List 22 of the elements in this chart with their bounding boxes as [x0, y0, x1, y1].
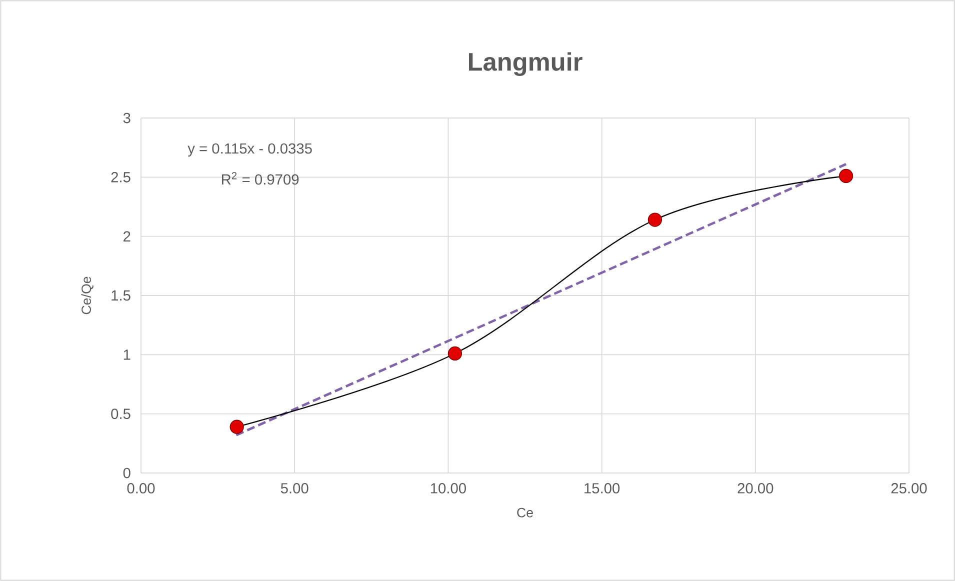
y-tick-label: 0 — [123, 468, 130, 478]
y-tick-label: 1.5 — [112, 290, 130, 301]
annotation: y = 0.115x - 0.0335 — [188, 143, 312, 157]
chart-title: Langmuir — [468, 52, 582, 76]
point — [230, 420, 244, 434]
x-tick-label: 5.00 — [280, 483, 308, 494]
point — [648, 212, 662, 227]
y-axis-title: Ce/Qe — [81, 276, 94, 314]
y-tick-label: 2 — [124, 231, 130, 242]
point — [838, 168, 854, 184]
point — [448, 346, 462, 361]
x-tick-label: 15.00 — [584, 483, 620, 494]
y-tick-label: 3 — [123, 112, 130, 124]
y-tick-label: 2.5 — [111, 172, 130, 182]
annotation: R$^{2}$ = 0.9709 — [222, 172, 299, 185]
x-tick-label: 25.00 — [891, 483, 927, 494]
x-axis-title: Ce — [517, 508, 533, 518]
x-tick-label: 10.00 — [430, 483, 466, 494]
y-tick-label: 1 — [124, 350, 130, 360]
y-tick-label: 0.5 — [111, 408, 130, 420]
x-tick-label: 20.00 — [738, 483, 774, 494]
x-tick-label: 0.00 — [127, 483, 155, 494]
